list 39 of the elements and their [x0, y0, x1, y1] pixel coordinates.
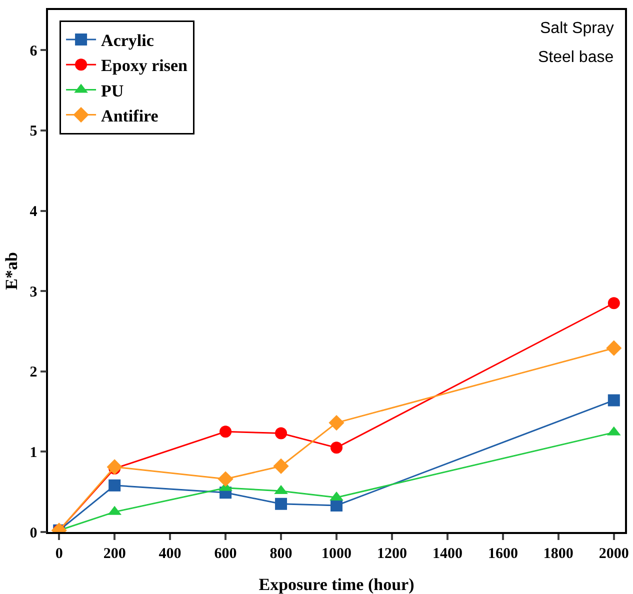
- x-tick-label: 1200: [376, 546, 407, 562]
- legend-label: PU: [101, 81, 124, 100]
- x-axis-title: Exposure time (hour): [258, 575, 414, 594]
- point: [606, 340, 622, 356]
- point: [328, 414, 344, 431]
- x-tick-label: 600: [214, 546, 237, 562]
- y-tick-label: 4: [30, 204, 38, 220]
- x-tick-label: 1800: [543, 546, 574, 562]
- legend-label: Acrylic: [101, 31, 154, 50]
- x-tick-label: 1600: [488, 546, 518, 562]
- annotation: Steel base: [538, 49, 614, 66]
- point: [275, 427, 288, 440]
- point: [608, 297, 620, 310]
- point: [330, 500, 342, 512]
- y-tick-label: 6: [30, 43, 38, 60]
- x-tick-label: 200: [103, 546, 126, 562]
- point: [275, 498, 288, 510]
- y-tick-label: 3: [30, 284, 38, 300]
- legend-label: Antifire: [101, 106, 159, 126]
- x-tick-label: 1000: [322, 546, 352, 562]
- x-tick-label: 800: [270, 546, 292, 562]
- x-tick-label: 2000: [598, 546, 629, 562]
- annotation: Salt Spray: [540, 20, 614, 37]
- y-tick-label: 5: [30, 124, 38, 140]
- y-tick-label: 1: [30, 444, 38, 461]
- point: [218, 471, 234, 487]
- point: [330, 442, 342, 454]
- y-tick-label: 2: [30, 364, 38, 381]
- y-axis-title: E*ab: [2, 252, 21, 290]
- point: [220, 426, 232, 438]
- legend-label: Epoxy risen: [101, 56, 188, 76]
- x-tick-label: 1400: [432, 546, 462, 562]
- x-tick-label: 400: [158, 546, 182, 562]
- x-tick-label: 0: [55, 546, 63, 562]
- point: [608, 394, 620, 406]
- point: [108, 479, 121, 492]
- y-tick-label: 0: [30, 525, 38, 542]
- point: [273, 458, 289, 474]
- point: [106, 459, 122, 475]
